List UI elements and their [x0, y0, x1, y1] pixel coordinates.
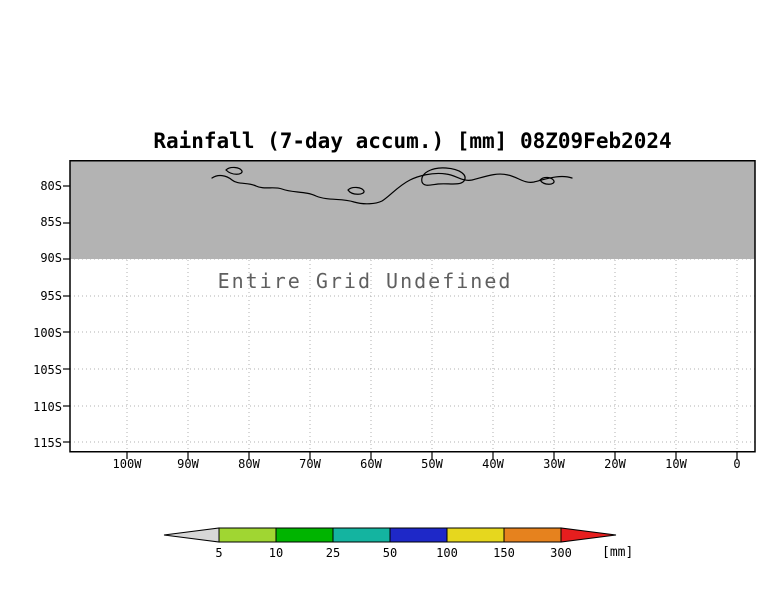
colorbar-label-25: 25 — [325, 546, 341, 560]
y-tick-label-90s: 90S — [40, 251, 62, 265]
y-tick-label-110s: 110S — [33, 400, 62, 414]
x-tick-label-100w: 100W — [112, 457, 142, 471]
y-tick-label-115s: 115S — [33, 436, 62, 450]
colorbar-label-100: 100 — [436, 546, 458, 560]
x-axis-ticks — [126, 452, 738, 459]
x-tick-label-10w: 10W — [665, 457, 687, 471]
x-tick-label-80w: 80W — [238, 457, 260, 471]
y-axis-ticks — [63, 185, 70, 443]
y-tick-label-95s: 95S — [40, 289, 62, 303]
chart-title: Rainfall (7-day accum.) [mm] 08Z09Feb202… — [153, 129, 672, 153]
colorbar-label-10: 10 — [268, 546, 284, 560]
x-tick-label-40w: 40W — [482, 457, 504, 471]
colorbar-segment-150-300 — [503, 527, 562, 543]
x-tick-label-50w: 50W — [421, 457, 443, 471]
colorbar-label-300: 300 — [550, 546, 572, 560]
colorbar-right-arrow — [560, 527, 617, 543]
colorbar-label-50: 50 — [382, 546, 398, 560]
plot-border — [69, 160, 756, 453]
x-tick-label-90w: 90W — [177, 457, 199, 471]
colorbar-segment-5-10 — [218, 527, 277, 543]
colorbar-segment-25-50 — [332, 527, 391, 543]
colorbar-left-arrow — [163, 527, 220, 543]
y-tick-label-105s: 105S — [33, 363, 62, 377]
y-tick-label-100s: 100S — [33, 326, 62, 340]
plot-area — [63, 160, 756, 459]
colorbar-segment-100-150 — [446, 527, 505, 543]
colorbar-unit-label: [mm] — [602, 545, 634, 560]
colorbar-segment-10-25 — [275, 527, 334, 543]
x-tick-label-70w: 70W — [299, 457, 321, 471]
undefined-grid-annotation: Entire Grid Undefined — [217, 269, 513, 293]
colorbar-segment-50-100 — [389, 527, 448, 543]
colorbar-label-150: 150 — [493, 546, 515, 560]
x-tick-label-30w: 30W — [543, 457, 565, 471]
undefined-region-shading — [70, 160, 755, 259]
colorbar — [163, 527, 617, 543]
x-tick-label-0: 0 — [733, 457, 741, 471]
x-tick-label-20w: 20W — [604, 457, 626, 471]
coastline-contour — [211, 166, 573, 205]
colorbar-label-5: 5 — [215, 546, 223, 560]
y-tick-label-85s: 85S — [40, 215, 62, 229]
y-tick-label-80s: 80S — [40, 179, 62, 193]
x-tick-label-60w: 60W — [360, 457, 382, 471]
